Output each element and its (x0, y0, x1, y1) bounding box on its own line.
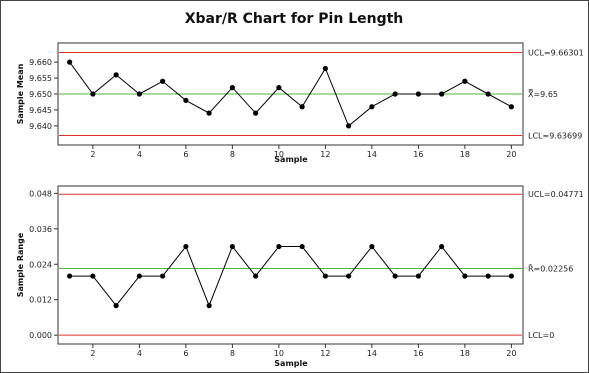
range-ytick-label: 0.048 (29, 189, 52, 198)
range-series (67, 243, 514, 309)
xbar-data-point (183, 97, 189, 103)
range-data-point (346, 273, 352, 279)
xbar-lcl-label: LCL=9.63699 (528, 131, 582, 140)
range-xtick-label: 20 (506, 349, 516, 358)
range-xtick-label: 8 (230, 349, 235, 358)
xbar-data-point (160, 78, 166, 84)
xbar-x-axis-label: Sample (274, 155, 308, 164)
range-data-point (276, 243, 282, 250)
range-data-point (369, 243, 375, 250)
xbar-data-point (90, 91, 96, 97)
xbar-reference-lines: UCL=9.66301 X̿=9.65 LCL=9.63699 (59, 49, 584, 140)
xbar-data-point (439, 91, 445, 97)
range-lcl-label: LCL=0 (528, 331, 554, 340)
xbar-xtick-label: 14 (367, 150, 377, 159)
xbar-data-point (113, 72, 119, 78)
xbar-data-point (299, 104, 305, 110)
xbar-data-point (508, 104, 514, 110)
xbar-series-line (69, 61, 512, 127)
range-xtick-label: 2 (90, 349, 95, 358)
range-y-axis-label: Sample Range (16, 232, 25, 297)
xbar-ytick-label: 9.650 (29, 90, 52, 99)
xbar-center-label: X̿=9.65 (528, 89, 558, 99)
xbar-xtick-label: 4 (137, 150, 142, 159)
xbar-ytick-label: 9.655 (29, 74, 52, 83)
xbar-data-point (253, 110, 259, 116)
xbar-data-point (206, 110, 212, 116)
range-data-point (206, 303, 212, 309)
range-xtick-label: 12 (320, 349, 330, 358)
xbar-data-point (485, 91, 491, 97)
range-data-point (229, 243, 235, 250)
range-data-point (299, 243, 305, 250)
range-ytick-label: 0.012 (29, 296, 52, 305)
range-data-point (508, 273, 514, 279)
range-data-point (113, 303, 119, 309)
xbar-xtick-label: 8 (230, 150, 235, 159)
xbar-data-point (67, 59, 73, 65)
xbar-ytick-label: 9.645 (29, 106, 52, 115)
range-data-point (253, 273, 259, 279)
xbar-ytick-label: 9.640 (29, 122, 52, 131)
range-plot-frame (57, 185, 524, 345)
xbar-ytick-label: 9.660 (29, 58, 52, 67)
xbar-ucl-label: UCL=9.66301 (528, 49, 584, 58)
xbar-panel: UCL=9.66301 X̿=9.65 LCL=9.63699 9.640 9.645… (16, 42, 584, 164)
range-ucl-label: UCL=0.04771 (528, 190, 584, 199)
range-data-point (415, 273, 421, 279)
range-xtick-label: 16 (413, 349, 423, 358)
range-data-point (183, 243, 189, 250)
xbar-data-point (136, 91, 142, 97)
range-data-point (462, 273, 468, 279)
range-data-point (322, 273, 328, 279)
xbar-xtick-label: 16 (413, 150, 423, 159)
range-series-line (69, 245, 512, 307)
xbar-data-point (322, 65, 328, 72)
xbar-xtick-label: 18 (460, 150, 470, 159)
range-reference-lines: UCL=0.04771 R̄=0.02256 LCL=0 (59, 190, 584, 340)
xbar-y-axis: 9.640 9.645 9.650 9.655 9.660 (29, 58, 58, 131)
xbar-data-point (462, 78, 468, 84)
chart-title: Xbar/R Chart for Pin Length (185, 11, 404, 27)
range-data-point (136, 273, 142, 279)
range-data-point (160, 273, 166, 279)
xbar-data-point (346, 123, 352, 129)
range-x-axis-label: Sample (274, 359, 308, 368)
xbar-data-point (276, 85, 282, 91)
range-data-point (485, 273, 491, 279)
range-xtick-label: 4 (137, 349, 142, 358)
range-center-label: R̄=0.02256 (528, 263, 573, 273)
xbar-xtick-label: 20 (506, 150, 516, 159)
xbar-data-point (369, 104, 375, 110)
range-data-point (90, 273, 96, 279)
xbar-xtick-label: 6 (183, 150, 188, 159)
range-x-axis: 2 4 6 8 10 12 14 16 18 20 (90, 344, 516, 358)
xbar-xtick-label: 2 (90, 150, 95, 159)
xbar-data-point (392, 91, 398, 97)
range-xtick-label: 14 (367, 349, 377, 358)
range-data-point (392, 273, 398, 279)
range-ytick-label: 0.036 (29, 225, 52, 234)
range-xtick-label: 18 (460, 349, 470, 358)
range-data-point (67, 273, 73, 279)
range-xtick-label: 6 (183, 349, 188, 358)
range-y-axis: 0.000 0.012 0.024 0.036 0.048 (29, 189, 58, 340)
range-data-point (439, 243, 445, 250)
xbar-data-point (415, 91, 421, 97)
xbar-xtick-label: 12 (320, 150, 330, 159)
range-ytick-label: 0.024 (29, 260, 52, 269)
xbar-series (67, 59, 514, 129)
xbar-xtick-label: 10 (274, 150, 284, 159)
xbar-y-axis-label: Sample Mean (16, 63, 25, 124)
xbar-x-axis: 2 4 6 8 10 12 14 16 18 20 (90, 145, 516, 159)
range-ytick-label: 0.000 (29, 331, 52, 340)
range-xtick-label: 10 (274, 349, 284, 358)
xbar-data-point (229, 85, 235, 91)
